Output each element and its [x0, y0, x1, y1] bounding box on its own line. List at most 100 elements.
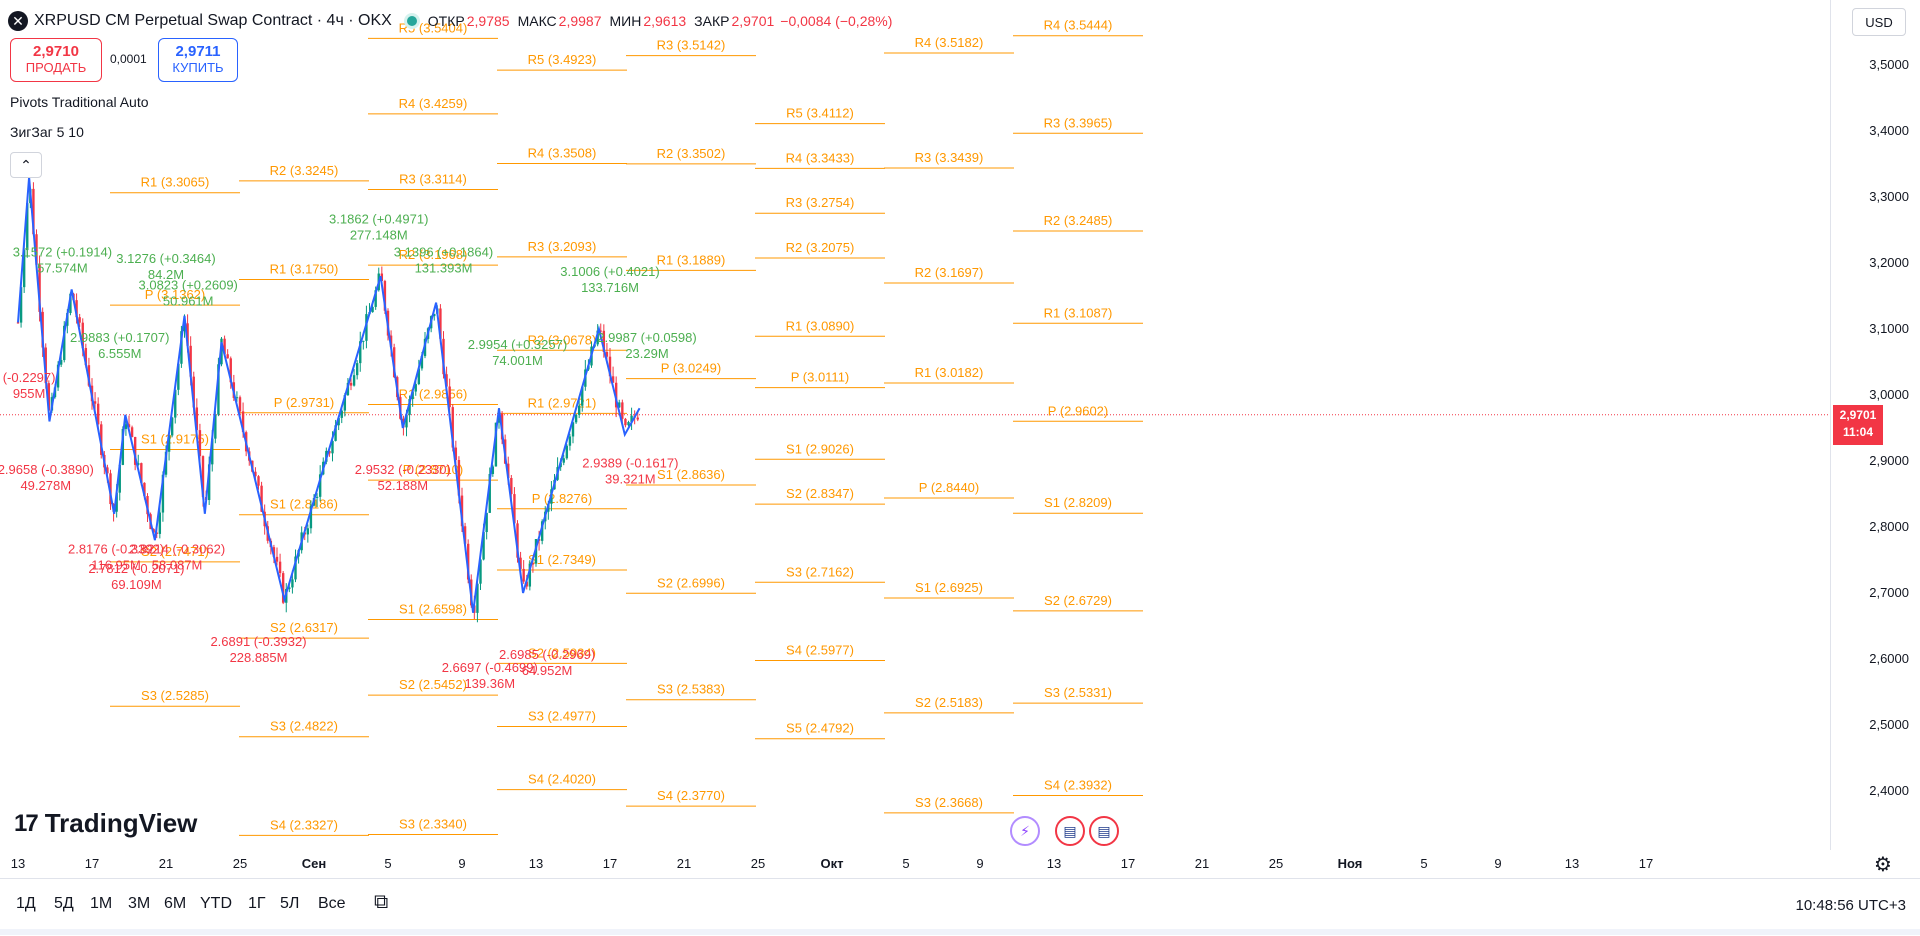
candle-body: [528, 563, 532, 587]
pivot-label: S1 (2.9026): [786, 441, 854, 456]
pivot-label: S1 (2.6925): [915, 580, 983, 595]
pivot-label: S1 (2.8186): [270, 497, 338, 512]
tradingview-logo-text: TradingView: [44, 808, 198, 838]
time-axis-label: 25: [1268, 856, 1284, 871]
candle-body: [211, 438, 214, 465]
currency-selector[interactable]: USD: [1852, 8, 1906, 36]
pivot-label: S4 (2.4020): [528, 772, 596, 787]
candle-body: [272, 547, 276, 557]
compare-icon[interactable]: ⧉: [374, 891, 389, 913]
candle-body: [198, 430, 202, 457]
pivot-label: S3 (2.7162): [786, 564, 854, 579]
candle-body: [180, 331, 183, 364]
candle-body: [177, 363, 180, 390]
symbol-title[interactable]: XRPUSD CM Perpetual Swap Contract · 4ч ·…: [34, 12, 392, 29]
candle-body: [337, 417, 340, 426]
change-value: −0,0084 (−0,28%): [780, 13, 893, 29]
price-axis-label: 3,3000: [1869, 189, 1909, 204]
period-button[interactable]: 1Г: [248, 895, 266, 912]
lightning-icon[interactable]: ⚡: [1010, 816, 1040, 846]
buy-price: 2,9711: [175, 43, 221, 60]
time-axis-label: 13: [1046, 856, 1062, 871]
candle-body: [137, 463, 140, 465]
pivot-label: P (2.9731): [274, 395, 334, 410]
us-flag-icon[interactable]: ▤: [1089, 816, 1119, 846]
candle-body: [479, 559, 482, 584]
candle-body: [174, 389, 177, 418]
indicator-zigzag[interactable]: ЗигЗаг 5 10: [10, 124, 84, 140]
candle-body: [571, 422, 575, 437]
chart-pane[interactable]: R5 (3.5404) R5 (3.4923) R3 (3.5142) R4 (3.5…: [0, 0, 1830, 850]
pivot-label: P (2.8276): [532, 491, 592, 506]
candle-body: [161, 474, 165, 513]
candle-body: [288, 587, 291, 589]
period-button[interactable]: 5Д: [54, 895, 74, 912]
candle-body: [352, 375, 356, 386]
zigzag-label: 2.9532 (-0.2330): [355, 462, 451, 477]
price-axis-label: 3,0000: [1869, 387, 1909, 402]
zigzag-label: 2.9987 (+0.0598): [597, 330, 696, 345]
indicator-pivots[interactable]: Pivots Traditional Auto: [10, 94, 149, 110]
collapse-indicators-button[interactable]: ⌃: [10, 152, 42, 178]
candle-body: [16, 322, 20, 324]
last-price-label: 2,9701 11:04: [1833, 405, 1883, 445]
pivot-label: S2 (2.5183): [915, 695, 983, 710]
symbol-header: ✕ XRPUSD CM Perpetual Swap Contract · 4ч…: [8, 8, 892, 34]
candle-body: [226, 354, 229, 359]
pivot-label: P (3.0111): [791, 370, 850, 385]
tradingview-logo[interactable]: 17 TradingView: [14, 808, 197, 839]
period-button[interactable]: 1Д: [16, 895, 36, 912]
candle-body: [201, 456, 205, 497]
candle-body: [568, 436, 572, 446]
sell-button[interactable]: 2,9710 ПРОДАТЬ: [10, 38, 102, 82]
price-axis-label: 2,8000: [1869, 519, 1909, 534]
candle-body: [207, 464, 211, 501]
horizontal-scrollbar[interactable]: [0, 929, 1920, 935]
candle-body: [577, 405, 581, 415]
pivot-label: S3 (2.5383): [657, 682, 725, 697]
period-button[interactable]: 1М: [90, 895, 113, 912]
high-label: МАКС: [517, 13, 557, 29]
zigzag-label: 58.087M: [152, 557, 203, 572]
candle-body: [359, 341, 362, 364]
period-button[interactable]: 3М: [128, 895, 151, 912]
pivot-label: S3 (2.3340): [399, 817, 467, 832]
candle-body: [463, 526, 467, 544]
zigzag-label: 49.278M: [20, 478, 71, 493]
price-axis[interactable]: 3,5000 3,4000 3,3000 3,2000 3,1000 3,0000 2,90…: [1830, 0, 1920, 850]
time-axis-label: 13: [1564, 856, 1580, 871]
candle-body: [476, 583, 479, 613]
candle-body: [32, 188, 35, 235]
zigzag-label: 277.148M: [350, 227, 408, 242]
time-axis-label: 17: [1120, 856, 1136, 871]
gear-icon[interactable]: ⚙: [1874, 854, 1892, 876]
candle-body: [140, 463, 143, 483]
time-axis-label: 21: [158, 856, 174, 871]
zigzag-line: [17, 177, 641, 613]
zigzag-label: 3.1572 (+0.1914): [13, 244, 112, 259]
time-axis[interactable]: 13 17 21 25 Сен 5 9 13 17 21 25 Окт 5 9 13 17 21 25 Ноя 5 9 1…: [0, 850, 1830, 878]
period-button[interactable]: 5Л: [280, 895, 300, 912]
low-value: 2,9613: [643, 13, 687, 29]
candle-body: [574, 414, 578, 423]
candle-body: [460, 495, 464, 527]
candle-body: [26, 203, 29, 251]
period-button[interactable]: Все: [318, 895, 346, 912]
candle-body: [488, 473, 491, 513]
candle-body: [454, 447, 458, 461]
candle-body: [306, 528, 310, 535]
period-button[interactable]: 6М: [164, 895, 187, 912]
candle-body: [497, 413, 501, 423]
us-flag-icon[interactable]: ▤: [1055, 816, 1085, 846]
price-chart[interactable]: R5 (3.5404)R5 (3.4923)R3 (3.5142) R4 (3.5…: [0, 0, 1830, 850]
zigzag-label: 52.188M: [378, 478, 429, 493]
candle-body: [516, 523, 519, 558]
buy-button[interactable]: 2,9711 КУПИТЬ: [158, 38, 238, 82]
price-axis-label: 3,1000: [1869, 321, 1909, 336]
period-button[interactable]: YTD: [200, 895, 232, 912]
candle-body: [100, 424, 103, 455]
pivot-label: R5 (3.4923): [528, 52, 597, 67]
low-label: МИН: [609, 13, 642, 29]
candle-body: [124, 424, 128, 429]
clock[interactable]: 10:48:56 UTC+3: [1795, 897, 1907, 914]
